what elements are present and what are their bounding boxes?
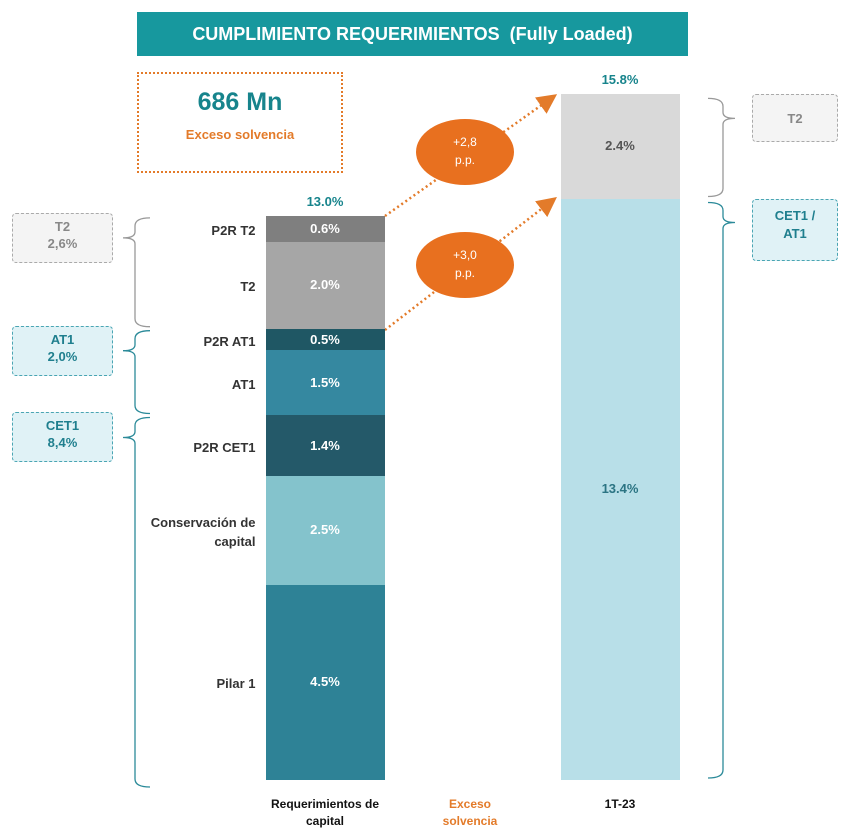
bar-segment [265, 584, 385, 780]
data-label: 1.5% [310, 374, 340, 390]
data-label: 13.4% [601, 481, 639, 497]
bracket-label: CET1 / AT1 [774, 207, 816, 241]
bracket-box [12, 325, 113, 376]
x-tick-label: 1T-23 [604, 797, 636, 811]
excess-box [137, 72, 343, 173]
bracket [122, 217, 151, 328]
bracket-value: 2,0% [47, 348, 78, 364]
data-label: 4.5% [310, 674, 340, 690]
bracket-label: CET1 [45, 418, 80, 434]
segment-name: Conservación de capital [150, 515, 256, 550]
segment-name: P2R T2 [211, 222, 256, 238]
bracket-box [752, 198, 838, 261]
bar-segment [265, 476, 385, 585]
bar-segment [560, 94, 680, 199]
data-label: 2.5% [310, 522, 340, 538]
bar-segment [265, 328, 385, 351]
bracket-value: 2,6% [47, 235, 78, 251]
bracket [707, 97, 736, 198]
data-label: 0.5% [310, 331, 340, 347]
arrow-label: +3,0 p.p. [453, 248, 477, 280]
bracket-box [12, 412, 113, 463]
arrow-badge [416, 232, 514, 298]
total-label: 13.0% [306, 193, 344, 209]
bar-segment [265, 215, 385, 242]
data-label: 0.6% [310, 220, 340, 236]
arrow-label: +2,8 p.p. [453, 135, 477, 167]
bar-segment [265, 350, 385, 416]
bracket-box [12, 212, 113, 263]
bracket-label: T2 [54, 218, 71, 234]
bar-segment [265, 241, 385, 329]
segment-name: AT1 [231, 376, 256, 392]
excess-label: Exceso solvencia [185, 127, 295, 142]
bracket-value: 8,4% [47, 435, 78, 451]
segment-name: T2 [240, 279, 256, 295]
x-tick-label: Requerimientos de capital [270, 797, 380, 828]
bracket [122, 330, 151, 415]
bracket [707, 201, 736, 779]
bracket-label: AT1 [50, 331, 75, 347]
segment-name: P2R CET1 [193, 439, 256, 455]
bracket [122, 416, 151, 788]
data-label: 2.0% [310, 277, 340, 293]
data-label: 1.4% [310, 437, 340, 453]
arrow [384, 94, 558, 218]
arrow-badge [416, 119, 514, 185]
segment-name: P2R AT1 [203, 333, 256, 349]
bracket-box [752, 94, 838, 143]
bracket-label: T2 [787, 111, 803, 127]
segment-name: Pilar 1 [216, 676, 256, 692]
x-tick-label: Exceso solvencia [442, 797, 498, 828]
bar-segment [560, 198, 680, 780]
excess-value: 686 Mn [197, 88, 283, 116]
total-label: 15.8% [601, 72, 639, 88]
bar-segment [265, 415, 385, 477]
data-label: 2.4% [605, 138, 635, 154]
chart-title: CUMPLIMIENTO REQUERIMIENTOS (Fully Loade… [137, 12, 688, 56]
